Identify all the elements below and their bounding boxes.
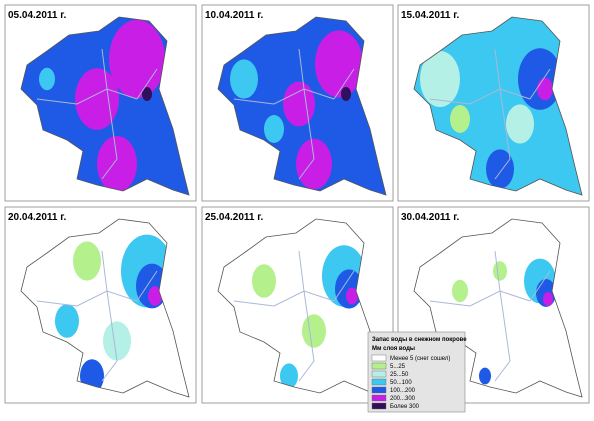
map-panel: 05.04.2011 г. xyxy=(4,4,197,202)
legend-label: 100...200 xyxy=(390,388,416,394)
snow-zone xyxy=(315,30,363,98)
snow-zone xyxy=(341,87,351,101)
panel-date: 10.04.2011 г. xyxy=(205,10,263,21)
rivers xyxy=(36,250,158,382)
snow-zone xyxy=(283,81,315,127)
snow-zone xyxy=(142,87,152,101)
legend-swatch xyxy=(371,394,387,402)
snow-zone xyxy=(97,136,137,192)
map-panel: 25.04.2011 г. xyxy=(201,206,394,404)
snow-zone xyxy=(486,149,514,189)
legend-title: Запас воды в снежном покрове xyxy=(372,337,467,343)
legend-label: 200...300 xyxy=(390,396,416,402)
legend: Запас воды в снежном покрове Мм слоя воды… xyxy=(367,331,467,413)
snow-zone xyxy=(537,77,553,101)
legend-label: 25...50 xyxy=(390,372,409,378)
region-map xyxy=(413,218,583,398)
panel-date: 25.04.2011 г. xyxy=(205,212,263,223)
legend-label: Менее 5 (снег сошел) xyxy=(390,356,450,362)
snow-zone xyxy=(506,104,534,144)
rivers xyxy=(233,48,355,180)
legend-label: 5...25 xyxy=(390,364,406,370)
snow-zone xyxy=(450,105,470,133)
snow-zone xyxy=(73,241,101,281)
snow-zone xyxy=(420,51,460,107)
panel-date: 30.04.2011 г. xyxy=(401,212,459,223)
legend-swatch xyxy=(371,402,387,410)
snow-zones xyxy=(230,30,363,190)
snow-zones xyxy=(36,19,165,192)
region-map xyxy=(217,16,387,196)
legend-swatch xyxy=(371,386,387,394)
snow-zone xyxy=(264,115,284,143)
snow-zone xyxy=(302,314,326,348)
legend-label: 50...100 xyxy=(390,380,412,386)
map-panel: 20.04.2011 г. xyxy=(4,206,197,404)
legend-swatch xyxy=(371,354,387,362)
panel-date: 20.04.2011 г. xyxy=(8,212,66,223)
snow-zone xyxy=(109,19,165,99)
legend-swatch xyxy=(371,362,387,370)
snow-zone xyxy=(39,67,55,91)
snow-zone xyxy=(296,138,332,190)
snow-zone xyxy=(280,363,298,389)
map-panel: 10.04.2011 г. xyxy=(201,4,394,202)
snow-zone xyxy=(452,279,468,303)
region-map xyxy=(217,218,387,398)
rivers xyxy=(36,48,158,180)
snow-zone xyxy=(230,59,258,99)
snow-zone xyxy=(55,304,79,338)
snow-zone xyxy=(543,292,553,306)
snow-zone xyxy=(479,367,491,385)
rivers xyxy=(233,250,355,382)
snow-zones xyxy=(420,48,562,189)
snow-zone xyxy=(493,261,507,281)
legend-swatch xyxy=(371,378,387,386)
snow-zone xyxy=(148,286,162,306)
snow-zones xyxy=(429,250,556,385)
legend-label: Более 300 xyxy=(390,404,420,410)
panel-date: 05.04.2011 г. xyxy=(8,10,66,21)
region-map xyxy=(20,16,190,196)
map-panel: 15.04.2011 г. xyxy=(397,4,590,202)
snow-zones xyxy=(233,245,366,389)
region-map xyxy=(413,16,583,196)
legend-subtitle: Мм слоя воды xyxy=(372,346,415,352)
panel-date: 15.04.2011 г. xyxy=(401,10,459,21)
rivers xyxy=(429,48,551,180)
rivers xyxy=(429,250,551,382)
snow-zone xyxy=(75,68,119,130)
snow-zone xyxy=(346,287,358,305)
legend-swatch xyxy=(371,370,387,378)
snow-zone xyxy=(252,264,276,298)
snow-zone xyxy=(103,321,131,361)
